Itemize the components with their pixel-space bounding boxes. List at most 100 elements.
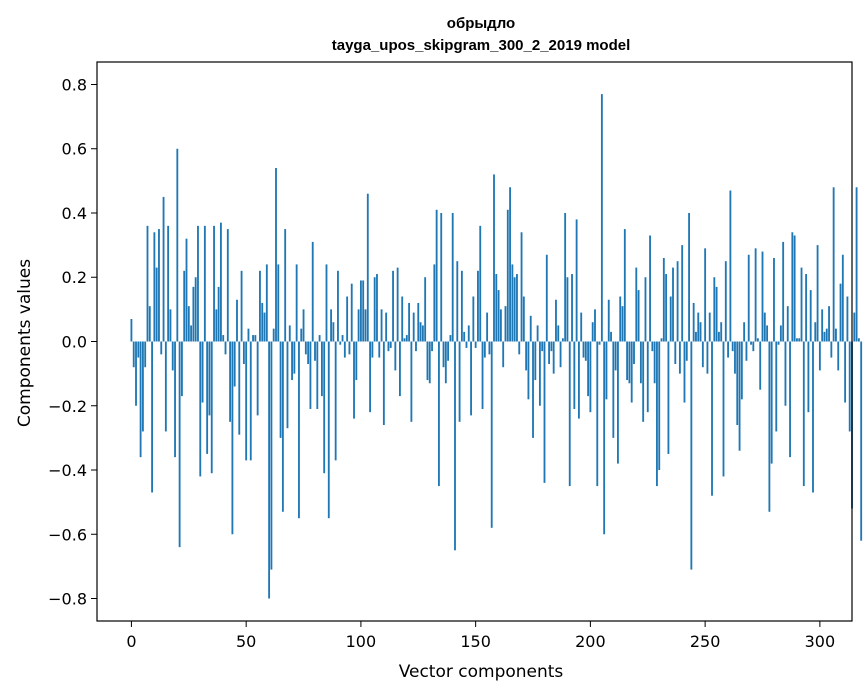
bar-271 xyxy=(752,341,755,352)
bar-77 xyxy=(307,341,310,364)
bar-214 xyxy=(621,306,624,342)
bar-51 xyxy=(247,328,250,342)
bar-79 xyxy=(311,241,314,342)
bar-94 xyxy=(346,296,349,342)
x-tick-label: 200 xyxy=(575,632,606,651)
bar-112 xyxy=(387,341,390,352)
bar-165 xyxy=(509,187,511,342)
bar-138 xyxy=(447,341,450,361)
bar-178 xyxy=(538,341,541,406)
bar-270 xyxy=(750,341,752,345)
bar-279 xyxy=(770,341,773,464)
bar-127 xyxy=(421,325,424,342)
bar-139 xyxy=(449,335,452,342)
bar-8 xyxy=(148,306,151,342)
bar-23 xyxy=(183,270,186,342)
bar-87 xyxy=(330,309,332,342)
bar-245 xyxy=(692,302,695,342)
bar-252 xyxy=(708,312,711,342)
bar-133 xyxy=(435,209,438,342)
bar-53 xyxy=(252,335,254,342)
bar-201 xyxy=(591,322,594,342)
bar-231 xyxy=(660,338,663,342)
bar-116 xyxy=(396,267,399,342)
bar-85 xyxy=(325,264,328,342)
y-tick-label: −0.2 xyxy=(48,397,87,416)
bar-90 xyxy=(337,270,339,342)
bar-52 xyxy=(249,341,252,461)
bar-237 xyxy=(674,341,677,364)
y-tick-label: −0.4 xyxy=(48,461,87,480)
bar-265 xyxy=(738,341,741,451)
bar-284 xyxy=(782,241,785,342)
bar-260 xyxy=(727,341,729,358)
bar-13 xyxy=(160,341,163,355)
bar-73 xyxy=(298,341,300,519)
bar-263 xyxy=(734,341,736,374)
bar-294 xyxy=(805,274,808,342)
bar-151 xyxy=(477,270,479,342)
bar-313 xyxy=(848,341,851,432)
bar-185 xyxy=(555,299,557,342)
bar-19 xyxy=(174,341,176,458)
bar-300 xyxy=(818,341,821,371)
bar-168 xyxy=(516,274,518,342)
bar-45 xyxy=(233,341,236,387)
bar-5 xyxy=(141,341,144,432)
bar-184 xyxy=(552,341,555,374)
bar-312 xyxy=(846,296,849,342)
bar-303 xyxy=(825,328,828,342)
bar-142 xyxy=(456,261,459,342)
bar-293 xyxy=(802,341,805,487)
bar-47 xyxy=(238,341,241,435)
bar-210 xyxy=(612,341,615,438)
bar-174 xyxy=(529,315,532,342)
bar-120 xyxy=(405,335,408,342)
bar-125 xyxy=(417,302,420,342)
bar-238 xyxy=(676,261,679,342)
bar-104 xyxy=(369,341,372,413)
bar-273 xyxy=(756,338,759,342)
bar-136 xyxy=(442,341,445,368)
bar-228 xyxy=(653,341,656,384)
bar-280 xyxy=(773,257,775,342)
bar-24 xyxy=(185,238,188,342)
bar-219 xyxy=(633,341,635,364)
bar-115 xyxy=(394,341,397,371)
bar-215 xyxy=(623,229,626,342)
bar-167 xyxy=(513,277,516,342)
bar-98 xyxy=(355,341,358,381)
bar-169 xyxy=(518,341,521,355)
bar-160 xyxy=(497,290,500,342)
bar-100 xyxy=(359,280,362,342)
bar-240 xyxy=(681,245,684,342)
bar-305 xyxy=(830,341,833,358)
bar-49 xyxy=(242,341,245,364)
bar-304 xyxy=(828,306,830,342)
bar-29 xyxy=(197,225,199,342)
bar-26 xyxy=(190,325,193,342)
bar-48 xyxy=(240,270,243,342)
bar-268 xyxy=(745,341,748,361)
bar-163 xyxy=(504,306,507,342)
bar-208 xyxy=(607,299,610,342)
bar-286 xyxy=(786,306,789,342)
bar-162 xyxy=(502,341,505,368)
bar-22 xyxy=(180,341,183,397)
bar-212 xyxy=(617,341,619,464)
bar-249 xyxy=(701,341,704,368)
bar-226 xyxy=(649,235,651,342)
bar-159 xyxy=(495,274,498,342)
bar-310 xyxy=(841,254,844,342)
bar-109 xyxy=(380,309,383,342)
bar-105 xyxy=(371,341,374,358)
bar-172 xyxy=(525,341,528,371)
bar-289 xyxy=(793,235,796,342)
bar-2 xyxy=(135,341,137,406)
bar-111 xyxy=(385,312,388,342)
bar-173 xyxy=(527,341,530,400)
bar-216 xyxy=(626,341,629,381)
bar-6 xyxy=(144,341,147,368)
bar-317 xyxy=(857,338,860,342)
bar-18 xyxy=(171,341,174,371)
